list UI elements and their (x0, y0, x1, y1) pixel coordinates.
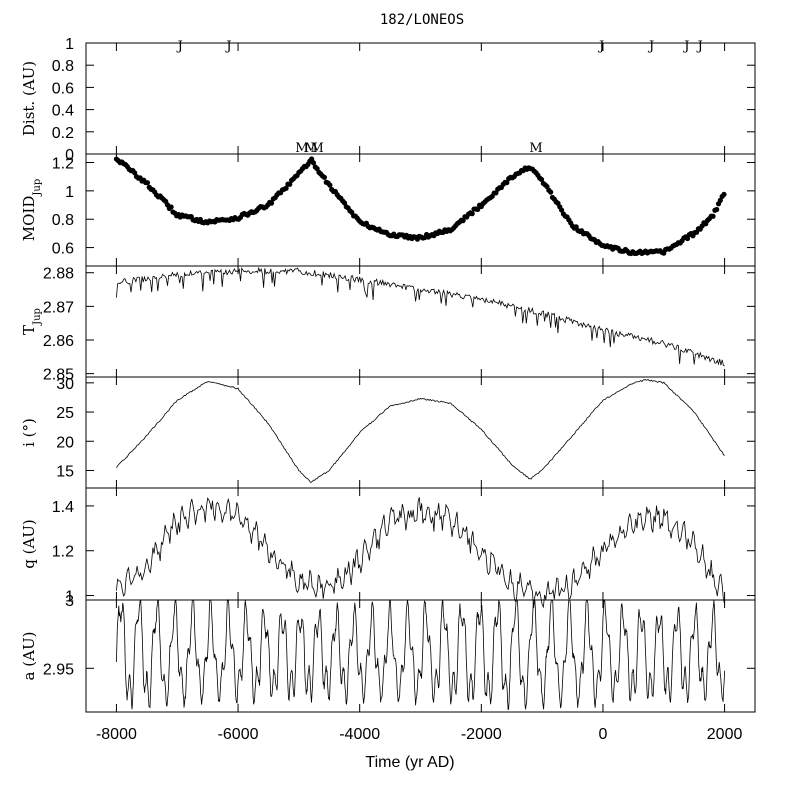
y-axis-label: a (AU) (20, 632, 38, 681)
moid-point (321, 174, 328, 180)
y-axis-label: TJup (20, 308, 43, 335)
moid-point (283, 185, 289, 191)
moid-point (310, 160, 317, 166)
chart-title: 182/LONEOS (380, 12, 464, 28)
moid-point (684, 235, 691, 242)
panel-frame (85, 42, 756, 155)
y-tick-label: 1.4 (52, 499, 74, 516)
y-axis-label-subscript: Jup (32, 308, 43, 326)
panel-frame (85, 599, 756, 713)
y-tick-label: 0.4 (52, 103, 74, 120)
panels-group: 0 0.2 0.4 0.6 0.8 1 Dist. (AU) 0.6 0.8 1 1.2 MOIDJu… (20, 36, 756, 713)
x-tick-label: 2000 (707, 726, 743, 743)
encounter-marker-mars: M (295, 141, 308, 156)
moid-point (287, 181, 293, 187)
y-tick-label: 15 (56, 463, 74, 480)
y-tick-label: 1 (65, 184, 74, 201)
panel-frame (85, 487, 756, 601)
y-tick-label: 0.8 (52, 212, 74, 229)
moid-point (504, 180, 510, 186)
y-tick-label: 0.2 (52, 125, 74, 142)
series-moid-dots (113, 156, 727, 257)
encounter-marker-jupiter: J (682, 39, 689, 54)
y-tick-label: 0.6 (52, 241, 74, 258)
encounter-marker-jupiter: J (224, 39, 231, 54)
moid-point (538, 176, 545, 183)
y-tick-label: 2.88 (43, 266, 74, 283)
y-tick-label: 1 (65, 36, 74, 53)
x-tick-label: -2000 (461, 726, 502, 743)
moid-point (268, 200, 275, 206)
encounter-marker-mars: M (304, 141, 317, 156)
encounter-marker-mars: M (310, 141, 323, 156)
moid-point (327, 182, 333, 188)
x-tick-label: -8000 (96, 726, 137, 743)
moid-point (558, 207, 565, 213)
y-tick-label: 2.95 (43, 661, 74, 678)
x-tick-label: -4000 (339, 726, 380, 743)
moid-point (168, 204, 174, 210)
panel-tjup: 2.85 2.86 2.87 2.88 TJup (20, 265, 756, 384)
y-tick-label: 2.87 (43, 299, 74, 316)
panel-incl: 15 20 25 30 i (°) (20, 376, 756, 489)
panel-moid: 0.6 0.8 1 1.2 MOIDJup (20, 153, 756, 267)
series-a-line (116, 598, 725, 710)
y-axis-label-subscript: Jup (32, 179, 43, 197)
y-tick-label: 25 (56, 405, 74, 422)
y-tick-label: 20 (56, 434, 74, 451)
series-tjup-line (116, 266, 725, 367)
panel-a: 2.95 3 a (AU) (20, 593, 756, 713)
moid-point (721, 191, 727, 197)
encounter-marker-jupiter: J (647, 39, 654, 54)
encounter-marker-jupiter: J (176, 39, 183, 54)
moid-point (460, 218, 466, 224)
x-tick-label: -6000 (218, 726, 259, 743)
y-tick-label: 0.6 (52, 80, 74, 97)
y-axis-label: i (°) (20, 418, 38, 447)
encounter-marker-jupiter: J (597, 39, 604, 54)
moid-point (341, 200, 348, 206)
y-tick-label: 30 (56, 376, 74, 393)
series-q-line (116, 497, 725, 609)
panel-frame (85, 376, 756, 489)
moid-point (144, 180, 151, 186)
y-tick-label: 2.86 (43, 333, 74, 350)
encounter-markers-moid: MMM M (295, 141, 542, 156)
x-axis-label: Time (yr AD) (365, 754, 454, 771)
y-axis-label: Dist. (AU) (20, 61, 38, 136)
panel-q: 1 1.2 1.4 q (AU) (20, 487, 756, 609)
y-tick-label: 3 (65, 593, 74, 610)
moid-point (469, 211, 475, 217)
y-tick-label: 2.85 (43, 367, 74, 384)
y-tick-label: 1.2 (52, 156, 74, 173)
moid-point (717, 197, 723, 203)
encounter-marker-mars: M (529, 141, 542, 156)
x-tick-label: 0 (599, 726, 608, 743)
moid-point (710, 213, 716, 219)
encounter-marker-jupiter: J (696, 39, 703, 54)
panel-frame (85, 265, 756, 378)
y-axis-label: MOIDJup (20, 179, 43, 241)
y-axis-label: q (AU) (20, 519, 38, 569)
moid-point (714, 206, 720, 213)
x-axis: -8000 -6000 -4000 -2000 0 2000 (96, 726, 743, 743)
series-incl-line (116, 379, 725, 484)
y-tick-label: 1.2 (52, 544, 74, 561)
moid-point (475, 206, 481, 212)
panel-dist: 0 0.2 0.4 0.6 0.8 1 Dist. (AU) (20, 36, 756, 164)
moid-point (548, 189, 554, 195)
y-tick-label: 1 (65, 589, 74, 606)
y-tick-label: 0.8 (52, 58, 74, 75)
y-tick-label: 0 (65, 147, 74, 164)
